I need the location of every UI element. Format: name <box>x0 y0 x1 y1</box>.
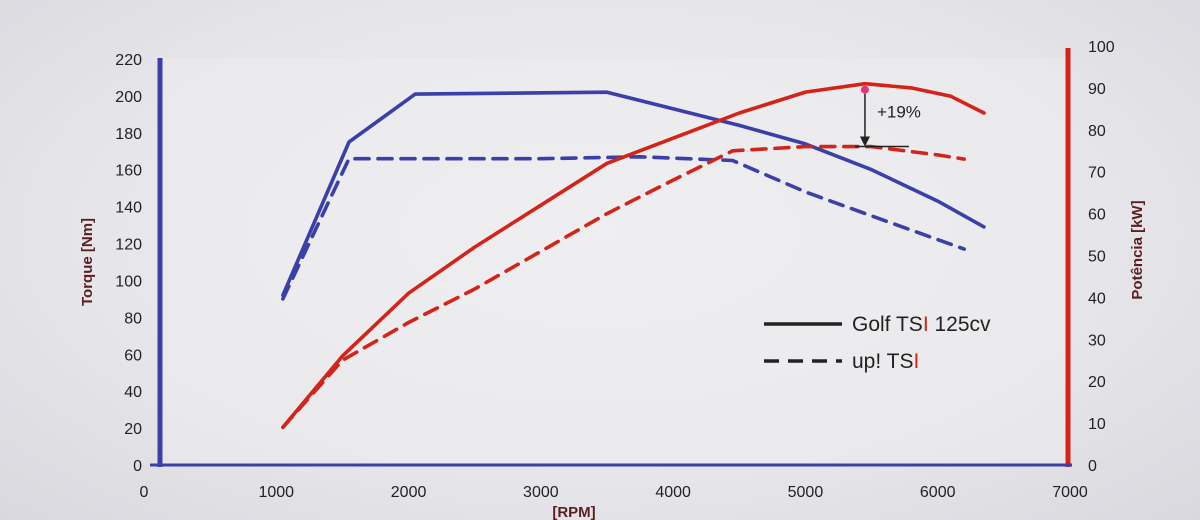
legend-golf-accent: I <box>923 313 929 336</box>
x-tick-label: 1000 <box>258 484 294 501</box>
right-tick-label: 90 <box>1088 81 1106 98</box>
x-axis-title: [RPM] <box>552 504 595 520</box>
legend: Golf TSI 125cv up! TSI <box>764 313 991 373</box>
right-y-axis-title: Potência [kW] <box>1129 200 1146 299</box>
x-tick-label: 3000 <box>523 484 559 501</box>
left-tick-label: 20 <box>124 421 142 438</box>
right-tick-label: 40 <box>1088 290 1106 307</box>
left-y-axis-title: Torque [Nm] <box>79 218 96 306</box>
annotation-marker <box>860 85 869 94</box>
torque-solid-series-line <box>281 90 986 298</box>
right-tick-label: 50 <box>1088 249 1106 266</box>
right-tick-label: 10 <box>1088 416 1106 433</box>
annotation-arrowhead <box>859 136 870 147</box>
right-y-tick-labels: 0 10 20 30 40 50 60 70 80 90 100 <box>1088 39 1115 475</box>
legend-golf-rest: 125cv <box>929 313 991 336</box>
right-tick-label: 60 <box>1088 207 1106 224</box>
left-tick-label: 80 <box>124 310 142 327</box>
right-tick-label: 20 <box>1088 374 1106 391</box>
legend-up-accent: I <box>913 350 919 373</box>
x-tick-labels: 0 1000 2000 3000 4000 5000 6000 7000 <box>140 484 1088 501</box>
power-dashed-series-line <box>281 144 967 430</box>
left-tick-label: 40 <box>124 384 142 401</box>
right-tick-label: 0 <box>1088 458 1097 475</box>
left-tick-label: 200 <box>115 89 142 106</box>
series-layer <box>281 81 986 430</box>
left-tick-label: 220 <box>115 52 142 69</box>
legend-up-text: up! TS <box>852 350 913 373</box>
x-tick-label: 0 <box>140 484 149 501</box>
right-tick-label: 70 <box>1088 165 1106 182</box>
torque-dashed-series-line <box>281 155 967 301</box>
x-tick-label: 6000 <box>920 484 956 501</box>
x-tick-label: 2000 <box>391 484 427 501</box>
legend-entry-golf: Golf TSI 125cv <box>852 313 991 336</box>
right-tick-label: 80 <box>1088 123 1106 140</box>
left-tick-label: 160 <box>115 163 142 180</box>
right-tick-label: 100 <box>1088 39 1115 56</box>
x-tick-label: 4000 <box>655 484 691 501</box>
x-tick-label: 5000 <box>788 484 824 501</box>
left-tick-label: 180 <box>115 126 142 143</box>
left-tick-label: 140 <box>115 200 142 217</box>
legend-golf-text: Golf TS <box>852 313 923 336</box>
x-tick-label: 7000 <box>1052 484 1088 501</box>
left-tick-label: 100 <box>115 273 142 290</box>
plot-area <box>162 58 1066 465</box>
right-tick-label: 30 <box>1088 332 1106 349</box>
left-y-tick-labels: 0 20 40 60 80 100 120 140 160 180 200 220 <box>115 52 142 475</box>
left-tick-label: 120 <box>115 237 142 254</box>
annotation-label: +19% <box>877 103 921 122</box>
gain-annotation: +19% <box>854 85 921 148</box>
left-tick-label: 60 <box>124 347 142 364</box>
power-solid-series-line <box>281 81 986 430</box>
legend-entry-up: up! TSI <box>852 350 919 373</box>
left-tick-label: 0 <box>133 458 142 475</box>
